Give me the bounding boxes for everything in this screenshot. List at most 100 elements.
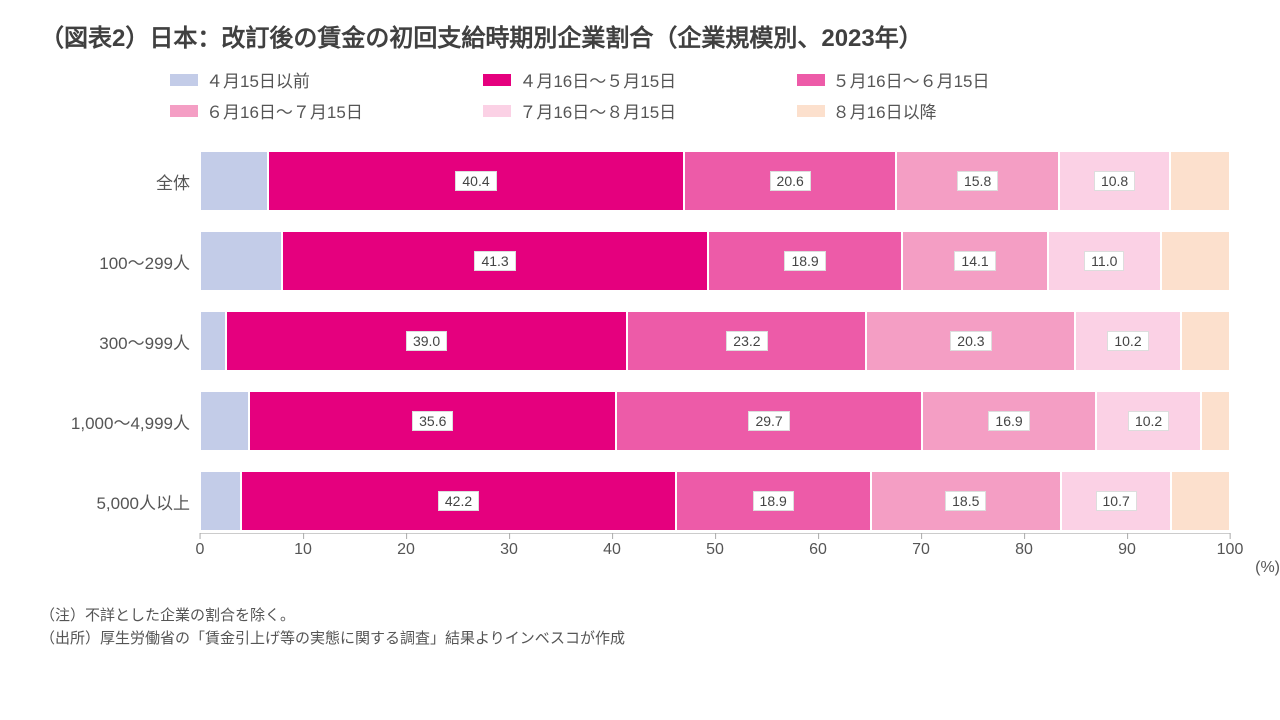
bar-segment: 18.5	[871, 471, 1062, 531]
axis-tick: 10	[294, 541, 312, 559]
bar-segment: 29.7	[616, 391, 922, 451]
value-label: 10.7	[1096, 491, 1137, 511]
value-label: 40.4	[455, 171, 496, 191]
legend-swatch	[483, 74, 511, 86]
value-label: 39.0	[406, 331, 447, 351]
axis-tick: 100	[1217, 541, 1244, 559]
legend: ４月15日以前 ４月16日～５月15日 ５月16日～６月15日 ６月16日～７月15日…	[170, 67, 1110, 123]
bar-segment: 23.2	[627, 311, 866, 371]
category-label: 5,000人以上	[40, 489, 190, 514]
legend-label: ７月16日～８月15日	[519, 98, 676, 123]
legend-swatch	[797, 74, 825, 86]
legend-swatch	[170, 105, 198, 117]
bar-segment: 10.2	[1075, 311, 1180, 371]
footnote-1: （注）不詳とした企業の割合を除く。	[40, 605, 1240, 628]
bar-row: 100～299人41.318.914.111.0	[200, 221, 1230, 301]
axis-tick: 90	[1118, 541, 1136, 559]
bar-row: 1,000～4,999人35.629.716.910.2	[200, 381, 1230, 461]
bar-segment	[1181, 311, 1230, 371]
footnotes: （注）不詳とした企業の割合を除く。 （出所）厚生労働省の「賃金引上げ等の実態に関…	[40, 605, 1240, 650]
bar-segment: 35.6	[249, 391, 616, 451]
value-label: 42.2	[438, 491, 479, 511]
bar-row: 5,000人以上42.218.918.510.7	[200, 461, 1230, 541]
axis-tick: 70	[912, 541, 930, 559]
bar-row: 全体40.420.615.810.8	[200, 141, 1230, 221]
legend-label: ４月15日以前	[206, 67, 310, 92]
value-label: 23.2	[726, 331, 767, 351]
category-label: 1,000～4,999人	[40, 409, 190, 434]
bar-segment: 41.3	[282, 231, 707, 291]
value-label: 18.9	[784, 251, 825, 271]
axis-tick: 50	[706, 541, 724, 559]
legend-label: ８月16日以降	[833, 98, 937, 123]
footnote-2: （出所）厚生労働省の「賃金引上げ等の実態に関する調査」結果よりインベスコが作成	[40, 628, 1240, 651]
legend-item: ４月15日以前	[170, 67, 483, 92]
value-label: 18.9	[753, 491, 794, 511]
legend-label: ６月16日～７月15日	[206, 98, 363, 123]
bar-row: 300～999人39.023.220.310.2	[200, 301, 1230, 381]
legend-swatch	[170, 74, 198, 86]
legend-label: ４月16日～５月15日	[519, 67, 676, 92]
value-label: 35.6	[412, 411, 453, 431]
legend-item: ４月16日～５月15日	[483, 67, 796, 92]
category-label: 全体	[40, 169, 190, 194]
axis-tick: 80	[1015, 541, 1033, 559]
value-label: 15.8	[957, 171, 998, 191]
legend-item: ６月16日～７月15日	[170, 98, 483, 123]
bar-track: 42.2 18.9 18.5 10.7	[200, 471, 1230, 531]
value-label: 10.2	[1128, 411, 1169, 431]
bar-segment: 40.4	[268, 151, 684, 211]
bar-segment: 18.9	[708, 231, 903, 291]
bar-segment: 20.3	[866, 311, 1075, 371]
bar-track: 35.6 29.7 16.9 10.2	[200, 391, 1230, 451]
bar-segment: 39.0	[226, 311, 628, 371]
bar-track: 41.3 18.9 14.1 11.0	[200, 231, 1230, 291]
chart-area: 全体40.420.615.810.8100～299人41.318.914.111…	[200, 141, 1230, 541]
legend-item: ５月16日～６月15日	[797, 67, 1110, 92]
bar-segment	[1201, 391, 1230, 451]
bar-segment: 16.9	[922, 391, 1096, 451]
legend-swatch	[797, 105, 825, 117]
value-label: 14.1	[954, 251, 995, 271]
bar-segment: 14.1	[902, 231, 1047, 291]
bar-segment: 15.8	[896, 151, 1059, 211]
bar-segment: 42.2	[241, 471, 676, 531]
bar-segment: 18.9	[676, 471, 871, 531]
bar-segment	[200, 471, 241, 531]
bar-segment	[1171, 471, 1230, 531]
axis-tick: 0	[196, 541, 205, 559]
bar-track: 40.4 20.6 15.8 10.8	[200, 151, 1230, 211]
axis-tick: 20	[397, 541, 415, 559]
axis-unit: (%)	[1255, 559, 1280, 577]
bar-segment: 10.7	[1061, 471, 1171, 531]
value-label: 41.3	[474, 251, 515, 271]
value-label: 11.0	[1084, 251, 1124, 271]
axis-tick: 40	[603, 541, 621, 559]
value-label: 29.7	[748, 411, 789, 431]
bar-segment: 20.6	[684, 151, 896, 211]
category-label: 100～299人	[40, 249, 190, 274]
bar-segment	[200, 151, 268, 211]
bar-segment: 10.8	[1059, 151, 1170, 211]
legend-item: ７月16日～８月15日	[483, 98, 796, 123]
bar-segment: 10.2	[1096, 391, 1201, 451]
bar-segment	[200, 311, 226, 371]
category-label: 300～999人	[40, 329, 190, 354]
bar-segment: 11.0	[1048, 231, 1161, 291]
bar-segment	[1161, 231, 1230, 291]
axis-tick: 30	[500, 541, 518, 559]
legend-item: ８月16日以降	[797, 98, 1110, 123]
value-label: 16.9	[988, 411, 1029, 431]
bar-segment	[200, 391, 249, 451]
axis-tick: 60	[809, 541, 827, 559]
legend-label: ５月16日～６月15日	[833, 67, 990, 92]
value-label: 20.6	[770, 171, 811, 191]
legend-swatch	[483, 105, 511, 117]
x-axis: (%) 0102030405060708090100	[200, 541, 1230, 581]
value-label: 18.5	[945, 491, 986, 511]
chart-title: （図表2）日本：改訂後の賃金の初回支給時期別企業割合（企業規模別、2023年）	[40, 18, 1240, 53]
value-label: 20.3	[950, 331, 991, 351]
bar-segment	[200, 231, 282, 291]
value-label: 10.2	[1107, 331, 1148, 351]
value-label: 10.8	[1094, 171, 1135, 191]
